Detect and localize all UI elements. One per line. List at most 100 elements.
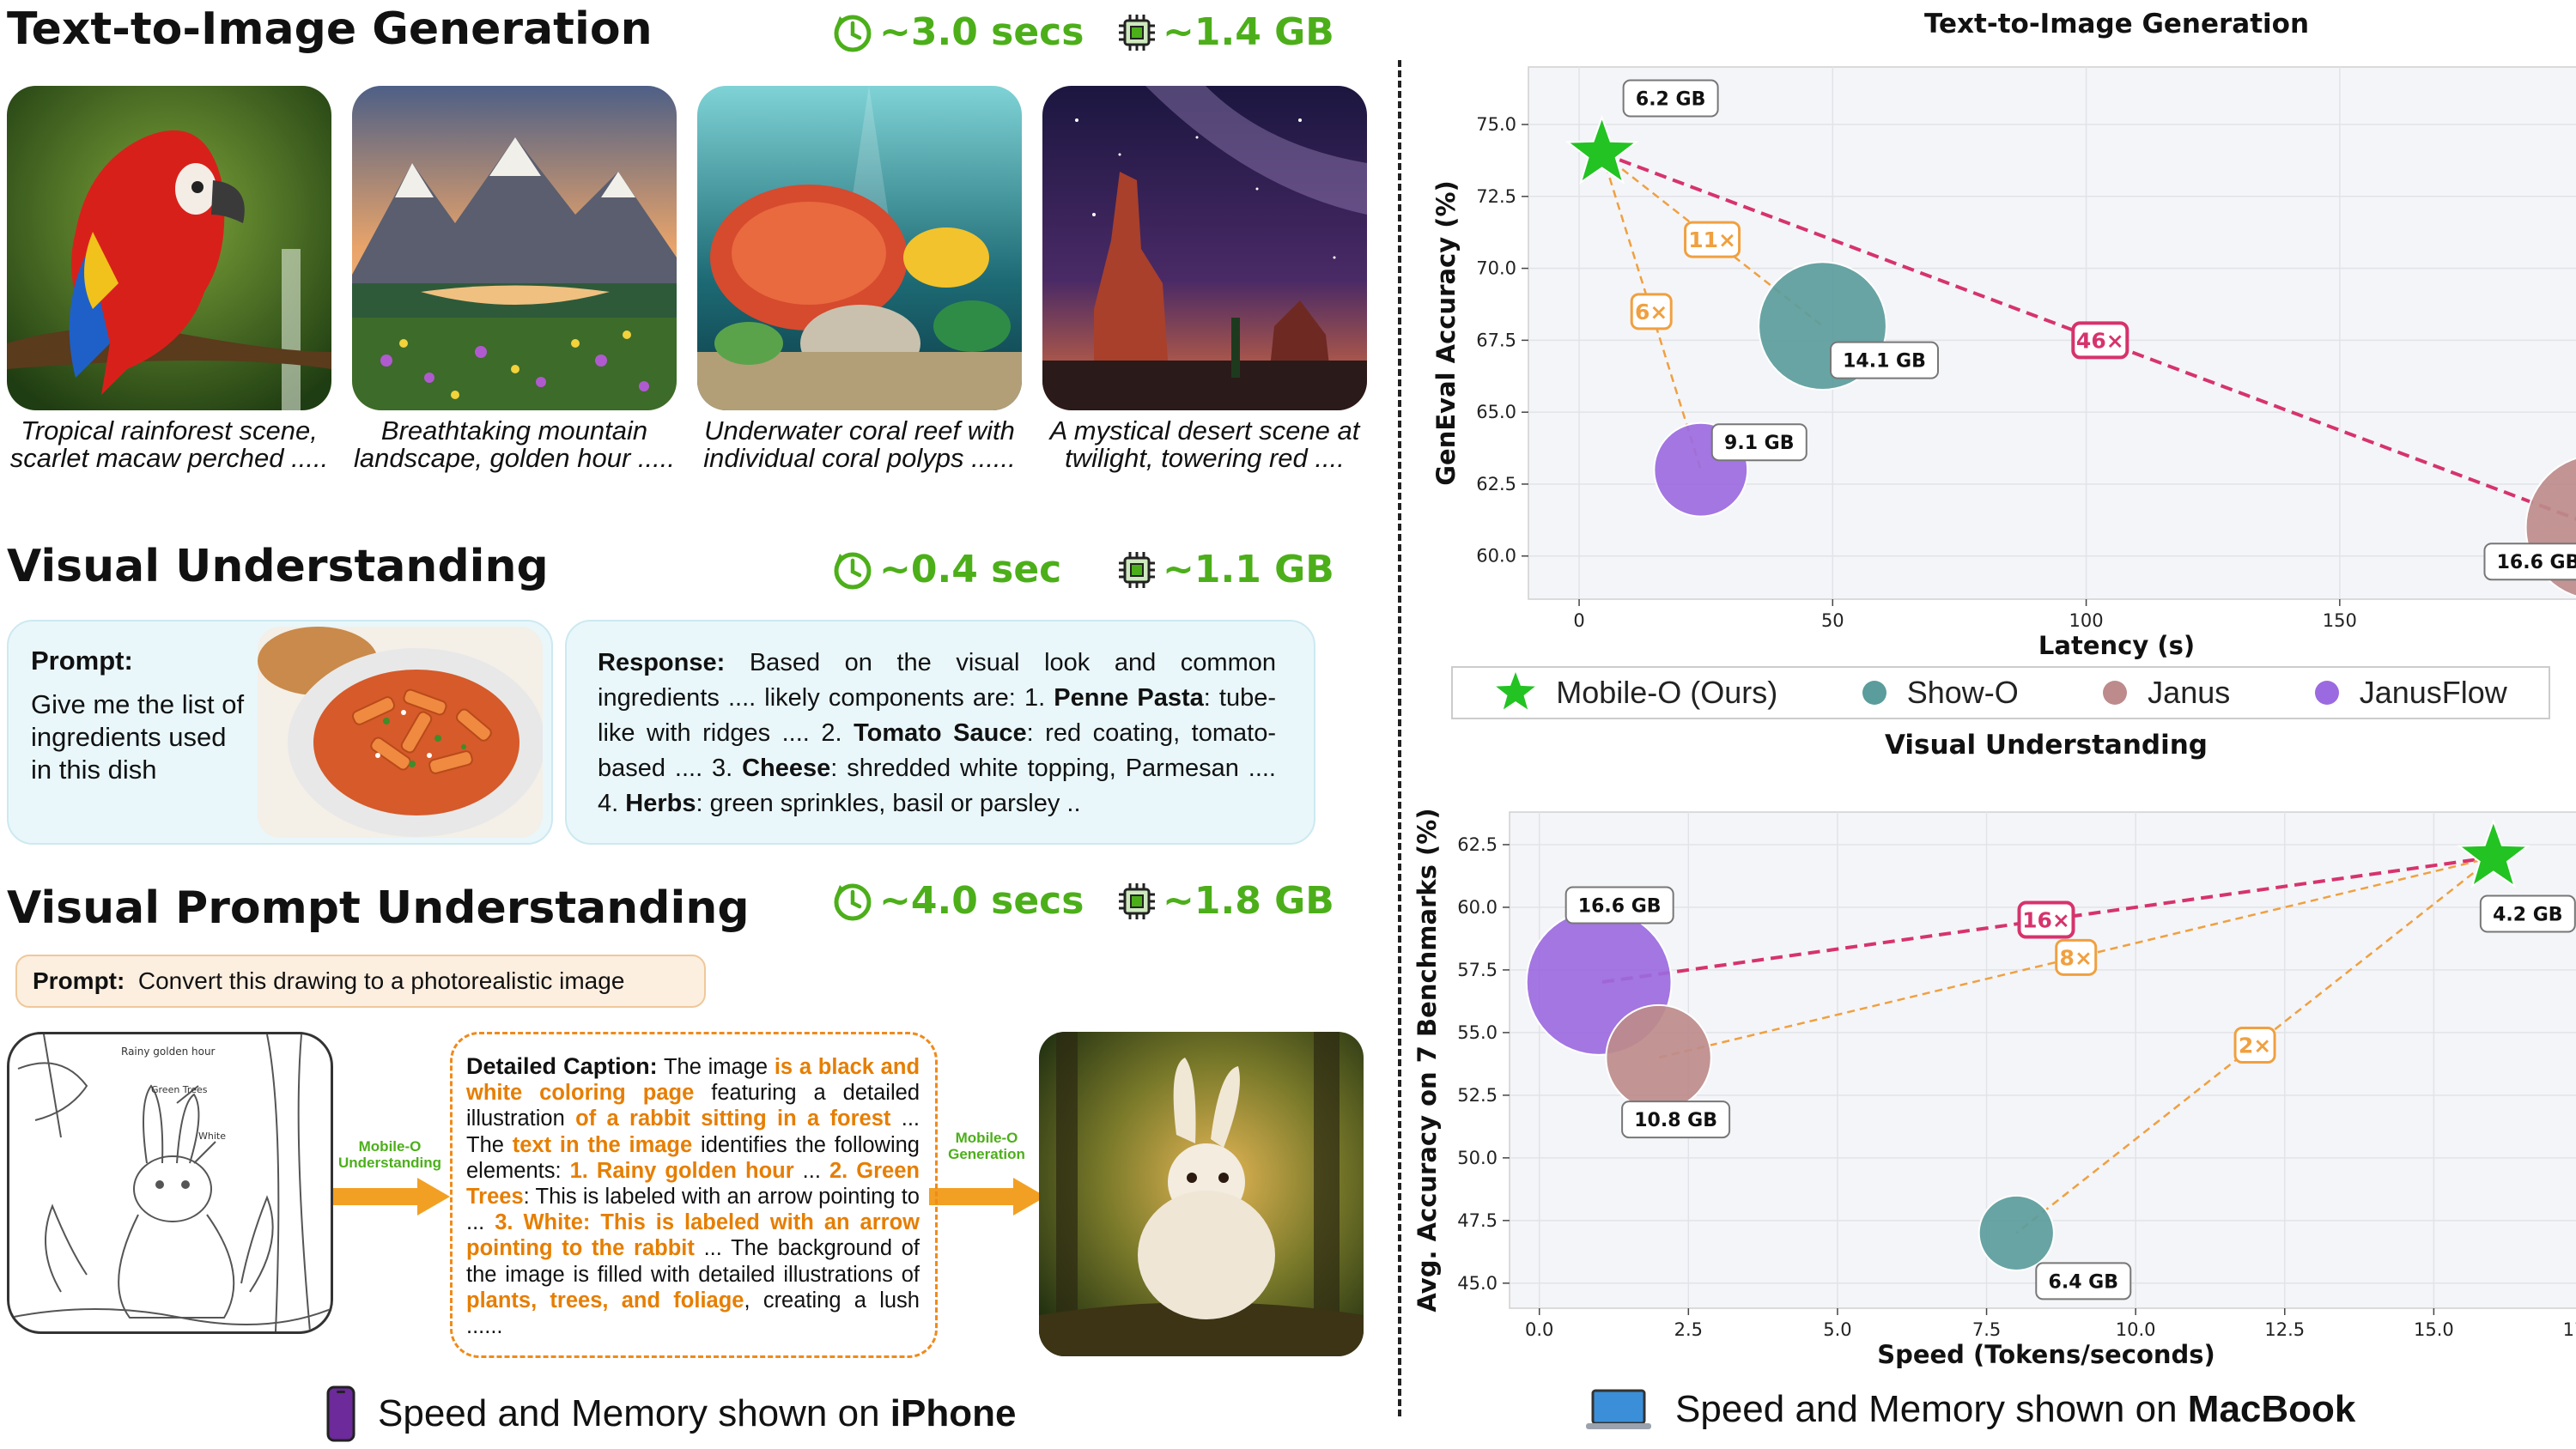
memory-label-box [1710,423,1807,462]
caption-segment: The image [663,1055,775,1079]
mobile-o-star-marker [1564,114,1639,185]
macbook-footer: Speed and Memory shown on MacBook [1584,1387,2355,1432]
y-tick-label: 67.5 [1476,330,1516,350]
memory-label-box [2483,543,2576,581]
caption-segment: identifies the following elements: [466,1132,920,1183]
t2i-section-title: Text-to-Image Generation [7,3,653,55]
x-tick-label: 2.5 [1674,1319,1703,1340]
t2i-time-value: ~3.0 secs [879,10,1084,54]
caption-highlight: is a black and white coloring page [466,1055,920,1106]
macaw-image [7,86,331,410]
vpu-time-value: ~4.0 secs [879,879,1084,923]
speedup-label: 6× [1635,300,1668,324]
chart-title: Visual Understanding [1885,730,2208,761]
arrow-understanding-label: Mobile-O Understanding [338,1138,441,1171]
rabbit-photo-image [1039,1032,1364,1356]
vu-prompt-box: Prompt: Give me the list of ingredients … [7,620,553,845]
vu-item4: Herbs [625,790,696,817]
rabbit-sketch-image: Rainy golden hour Green Trees White [7,1032,333,1334]
caption-desert: A mystical desert scene at twilight, tow… [1049,415,1360,473]
legend-item: Mobile-O (Ours) [1494,671,1777,714]
y-tick-label: 47.5 [1457,1210,1498,1231]
vu-response-label: Response: [598,649,726,676]
y-tick-label: 60.0 [1476,546,1516,567]
x-tick-label: 17.5 [2563,1319,2576,1340]
speedup-label-box [2017,900,2075,939]
vpu-prompt-box: Prompt: Convert this drawing to a photor… [15,955,706,1008]
speedup-label-box [2233,1026,2276,1064]
iphone-footer-device: iPhone [890,1392,1017,1434]
panel-divider [1398,60,1401,1416]
y-tick-label: 62.5 [1476,474,1516,494]
vu-scatter-chart: Visual Understanding 0.0 2.5 5.0 7.5 10.0 12.5… [1413,730,2576,1369]
vu-memory-value: ~1.1 GB [1163,548,1334,591]
laptop-icon [1586,1389,1651,1429]
t2i-time-metric: ~3.0 secs [831,10,1084,54]
caption-segment: ... [793,1158,829,1183]
y-tick-label: 60.0 [1457,897,1498,918]
vu-item2-desc: : red coating, tomato-based .... 3. [598,719,1276,782]
desert-night-image [1042,86,1367,410]
arrow-right-icon [333,1178,450,1216]
memory-label-box [1564,886,1674,925]
model-bubble-marker [1978,1194,2055,1272]
legend-label: Janus [2148,675,2231,710]
vu-item1: Penne Pasta [1054,684,1204,712]
chip-icon [1119,14,1155,51]
memory-label: 16.6 GB [2497,552,2576,573]
sketch-label-trees: Green Trees [151,1084,208,1095]
caption-highlight: 1. Rainy golden hour [569,1158,794,1183]
sketch-label-white: White [198,1131,226,1142]
memory-label: 4.2 GB [2493,905,2562,926]
memory-label: 6.4 GB [2049,1271,2118,1293]
vu-prompt-label: Prompt: [31,646,133,676]
caption-highlight: text in the image [512,1132,693,1157]
speedup-label-box [1630,293,1673,330]
speedup-label: 8× [2060,945,2093,970]
caption-macaw: Tropical rainforest scene, scarlet macaw… [9,415,329,473]
memory-label: 10.8 GB [1634,1110,1717,1131]
legend-label: Mobile-O (Ours) [1556,675,1778,710]
macbook-footer-prefix: Speed and Memory shown on [1675,1388,2188,1430]
y-tick-label: 75.0 [1476,114,1516,135]
x-tick-label: 12.5 [2264,1319,2305,1340]
macbook-footer-device: MacBook [2187,1388,2356,1430]
iphone-icon [326,1385,355,1442]
x-axis-label: Speed (Tokens/seconds) [1877,1340,2215,1369]
vu-item2: Tomato Sauce [854,719,1027,747]
memory-label-box [1830,341,1939,379]
caption-highlight: 3. White: This is labeled with an arrow … [466,1210,920,1261]
vpu-memory-value: ~1.8 GB [1163,879,1334,923]
speedup-line [1601,153,1702,470]
caption-segment: featuring a detailed illustration [466,1081,920,1131]
vu-item3: Cheese [742,755,831,782]
speedup-label-box [2055,938,2098,976]
vpu-time-metric: ~4.0 secs [831,879,1084,923]
t2i-scatter-chart: Text-to-Image Generation05010015020060.0… [1431,9,2576,660]
vpu-caption-text: Detailed Caption: The image is a black a… [466,1053,920,1339]
circle-icon [2314,681,2339,705]
y-tick-label: 45.0 [1457,1273,1498,1294]
y-tick-label: 50.0 [1457,1148,1498,1168]
star-icon [1496,672,1536,710]
chart-legend: Mobile-O (Ours) Show-O Janus JanusFlow [1451,666,2550,719]
pasta-image [258,627,543,838]
t2i-memory-metric: ~1.4 GB [1116,10,1334,54]
iphone-footer: Speed and Memory shown on iPhone [326,1385,1016,1442]
x-tick-label: 0.0 [1525,1319,1553,1340]
legend-item: Janus [2101,675,2230,711]
mountain-image [352,86,677,410]
vu-section-title: Visual Understanding [7,541,549,592]
caption-segment: ... The [466,1106,920,1157]
x-axis-label: Latency (s) [2038,631,2195,660]
caption-highlight: of a rabbit sitting in a forest [575,1106,891,1131]
caption-segment: , creating a lush ...... [466,1288,920,1339]
y-tick-label: 52.5 [1457,1085,1498,1106]
caption-highlight: plants, trees, and foliage [466,1288,744,1313]
y-tick-label: 70.0 [1476,258,1516,279]
y-axis-label: GenEval Accuracy (%) [1431,180,1461,486]
caption-segment: ... The background of the image is fille… [466,1236,920,1287]
vpu-memory-metric: ~1.8 GB [1116,879,1334,923]
y-tick-label: 65.0 [1476,402,1516,422]
y-axis-label: Avg. Accuracy on 7 Benchmarks (%) [1413,808,1442,1312]
